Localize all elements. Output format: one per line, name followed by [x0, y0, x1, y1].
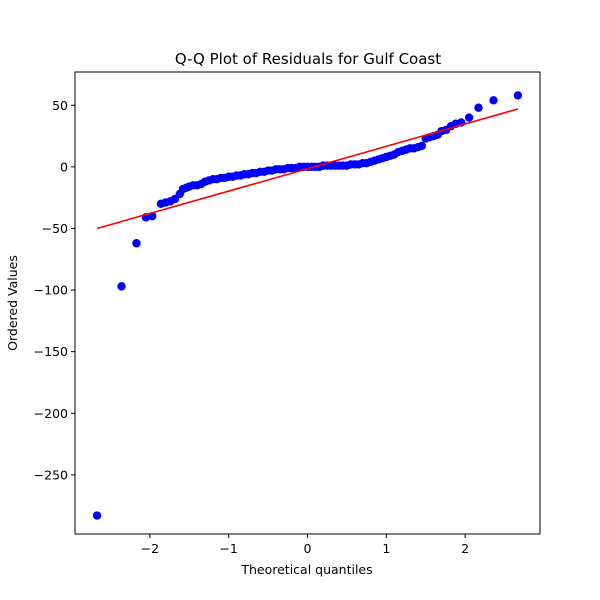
data-point: [417, 141, 426, 151]
y-tick-label: −100: [34, 283, 68, 298]
y-axis-label: Ordered Values: [5, 255, 20, 351]
chart-title: Q-Q Plot of Residuals for Gulf Coast: [175, 50, 441, 68]
data-point: [117, 282, 126, 291]
data-point: [132, 239, 141, 248]
y-axis: 50 0 −50 −100 −150 −200 −250: [34, 98, 75, 482]
data-point: [92, 511, 102, 520]
data-point: [464, 113, 474, 122]
data-point: [474, 103, 483, 112]
x-tick-label: 1: [382, 541, 390, 556]
y-tick-label: −250: [34, 467, 68, 482]
fit-line: [96, 108, 519, 230]
data-point: [513, 91, 523, 100]
plot-area: [92, 91, 523, 520]
x-tick-label: 2: [461, 541, 469, 556]
x-axis: −2 −1 0 1 2: [141, 534, 469, 556]
data-point: [489, 96, 498, 105]
y-tick-label: −50: [42, 221, 68, 236]
y-tick-label: 0: [60, 159, 68, 174]
plot-frame: [74, 71, 541, 535]
x-axis-label: Theoretical quantiles: [240, 562, 372, 577]
x-tick-label: −1: [219, 541, 237, 556]
y-tick-label: −150: [34, 344, 68, 359]
y-tick-label: 50: [52, 98, 68, 113]
y-tick-label: −200: [34, 406, 68, 421]
x-tick-label: 0: [304, 541, 312, 556]
x-tick-label: −2: [141, 541, 159, 556]
